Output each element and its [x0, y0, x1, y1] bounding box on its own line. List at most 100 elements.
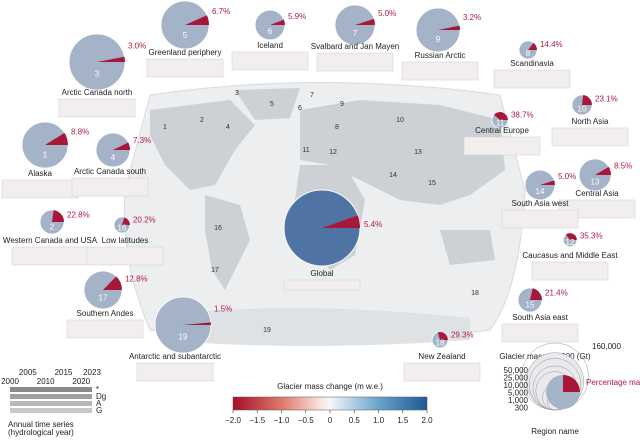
time-series-frame [316, 52, 394, 72]
region-name: Arctic Canada south [74, 167, 146, 176]
pie-slice [565, 233, 577, 240]
pie-slice [355, 18, 376, 25]
region-name: Central Europe [475, 126, 529, 135]
region-name: Low latitudes [102, 236, 149, 245]
time-series-frame [146, 58, 224, 78]
map-region-number: 4 [226, 124, 230, 131]
map-region-number: 13 [414, 149, 422, 156]
legend-pie-slice [563, 375, 580, 392]
loss-label: 7.3% [133, 136, 151, 145]
size-legend-label: 5,000 [508, 389, 529, 398]
pie-slice [582, 95, 593, 105]
map-region-number: 18 [471, 290, 479, 297]
region-name: Arctic Canada north [62, 88, 133, 97]
map-region-number: 19 [263, 327, 271, 334]
colorbar-tick-label: 2.0 [421, 416, 433, 425]
pie-slice [97, 56, 125, 62]
pie-slice [122, 217, 130, 225]
pie-slice [45, 132, 68, 145]
loss-label: 12.8% [125, 275, 148, 284]
region-name: Caucasus and Middle East [522, 251, 618, 260]
region-number: 9 [436, 35, 441, 44]
time-series-row [10, 408, 92, 413]
region-number: 2 [50, 223, 55, 232]
region-number: 16 [118, 224, 127, 233]
loss-label: 5.9% [288, 12, 306, 21]
time-series-frame [531, 261, 609, 281]
time-series-frame [401, 61, 479, 81]
map-region-number: 1 [163, 124, 167, 131]
time-legend-caption: (hydrological year) [8, 428, 74, 437]
colorbar-tick-label: 0.5 [349, 416, 361, 425]
time-series-frame [501, 209, 579, 229]
year-label: 2000 [1, 377, 19, 386]
region-name: South Asia east [512, 313, 568, 322]
region-name: Alaska [28, 169, 53, 178]
loss-label: 5.4% [364, 220, 382, 229]
pie-slice [540, 180, 555, 185]
region-name: Antarctic and subantarctic [129, 352, 221, 361]
region-name: Svalbard and Jan Mayen [311, 42, 400, 51]
map-region-number: 8 [335, 124, 339, 131]
loss-label: 5.0% [558, 172, 576, 181]
row-label: A [96, 399, 102, 408]
map-region-number: 10 [396, 117, 404, 124]
region-legend-label: Region name [531, 427, 579, 436]
region-name: Western Canada and USA [3, 236, 98, 245]
loss-label: 35.3% [580, 231, 603, 240]
time-series-frame [283, 279, 361, 291]
size-legend-label: 25,000 [504, 374, 529, 383]
region-name: Central Asia [575, 189, 619, 198]
loss-label: 23.1% [595, 95, 618, 104]
map-region-number: 2 [200, 117, 204, 124]
loss-label: 22.8% [67, 211, 90, 220]
row-label: * [96, 385, 99, 394]
colorbar-tick-label: 1.5 [397, 416, 409, 425]
map-region-number: 11 [302, 147, 309, 154]
pie-slice [530, 288, 543, 300]
pie-slice [493, 112, 508, 120]
pie-slice [595, 166, 611, 175]
pie-slice [52, 210, 65, 222]
time-legend-caption: Annual time series [8, 420, 74, 429]
time-series-frame [501, 323, 579, 343]
region-number: 14 [536, 187, 545, 196]
size-legend-label: 300 [515, 404, 529, 413]
region-number: 15 [526, 301, 535, 310]
loss-label: 3.0% [128, 42, 146, 51]
map-region-number: 12 [329, 149, 337, 156]
colorbar-tick-label: −0.5 [298, 416, 314, 425]
time-series-frame [463, 136, 541, 156]
pie-slice [185, 15, 209, 25]
colorbar-title: Glacier mass change (m w.e.) [277, 382, 383, 391]
region-number: 18 [436, 339, 445, 348]
loss-label: 3.2% [463, 13, 481, 22]
pie-slice [270, 19, 285, 25]
colorbar [232, 396, 428, 411]
size-legend-label: 160,000 [592, 342, 621, 351]
map-region-number: 7 [310, 92, 314, 99]
map-region-number: 15 [428, 180, 436, 187]
time-series-frame [403, 362, 481, 382]
pie-base [160, 0, 210, 50]
loss-label: 6.7% [212, 7, 230, 16]
loss-label: 5.0% [378, 9, 396, 18]
year-label: 2020 [72, 377, 90, 386]
loss-label: 21.4% [545, 289, 568, 298]
region-number: 13 [591, 177, 600, 186]
region-number: 11 [496, 119, 505, 128]
loss-label: 14.4% [540, 40, 563, 49]
time-series-frame [551, 127, 629, 147]
map-region-number: 9 [340, 101, 344, 108]
colorbar-tick-label: 1.0 [373, 416, 385, 425]
time-series-frame [71, 177, 149, 197]
region-name: Global [310, 269, 333, 278]
year-label: 2015 [55, 368, 73, 377]
size-legend-label: 10,000 [504, 381, 529, 390]
time-series-frame [136, 362, 214, 382]
time-series-frame [66, 319, 144, 339]
pie-slice [528, 42, 537, 50]
region-name: South Asia west [512, 199, 570, 208]
time-series-row [10, 401, 92, 406]
